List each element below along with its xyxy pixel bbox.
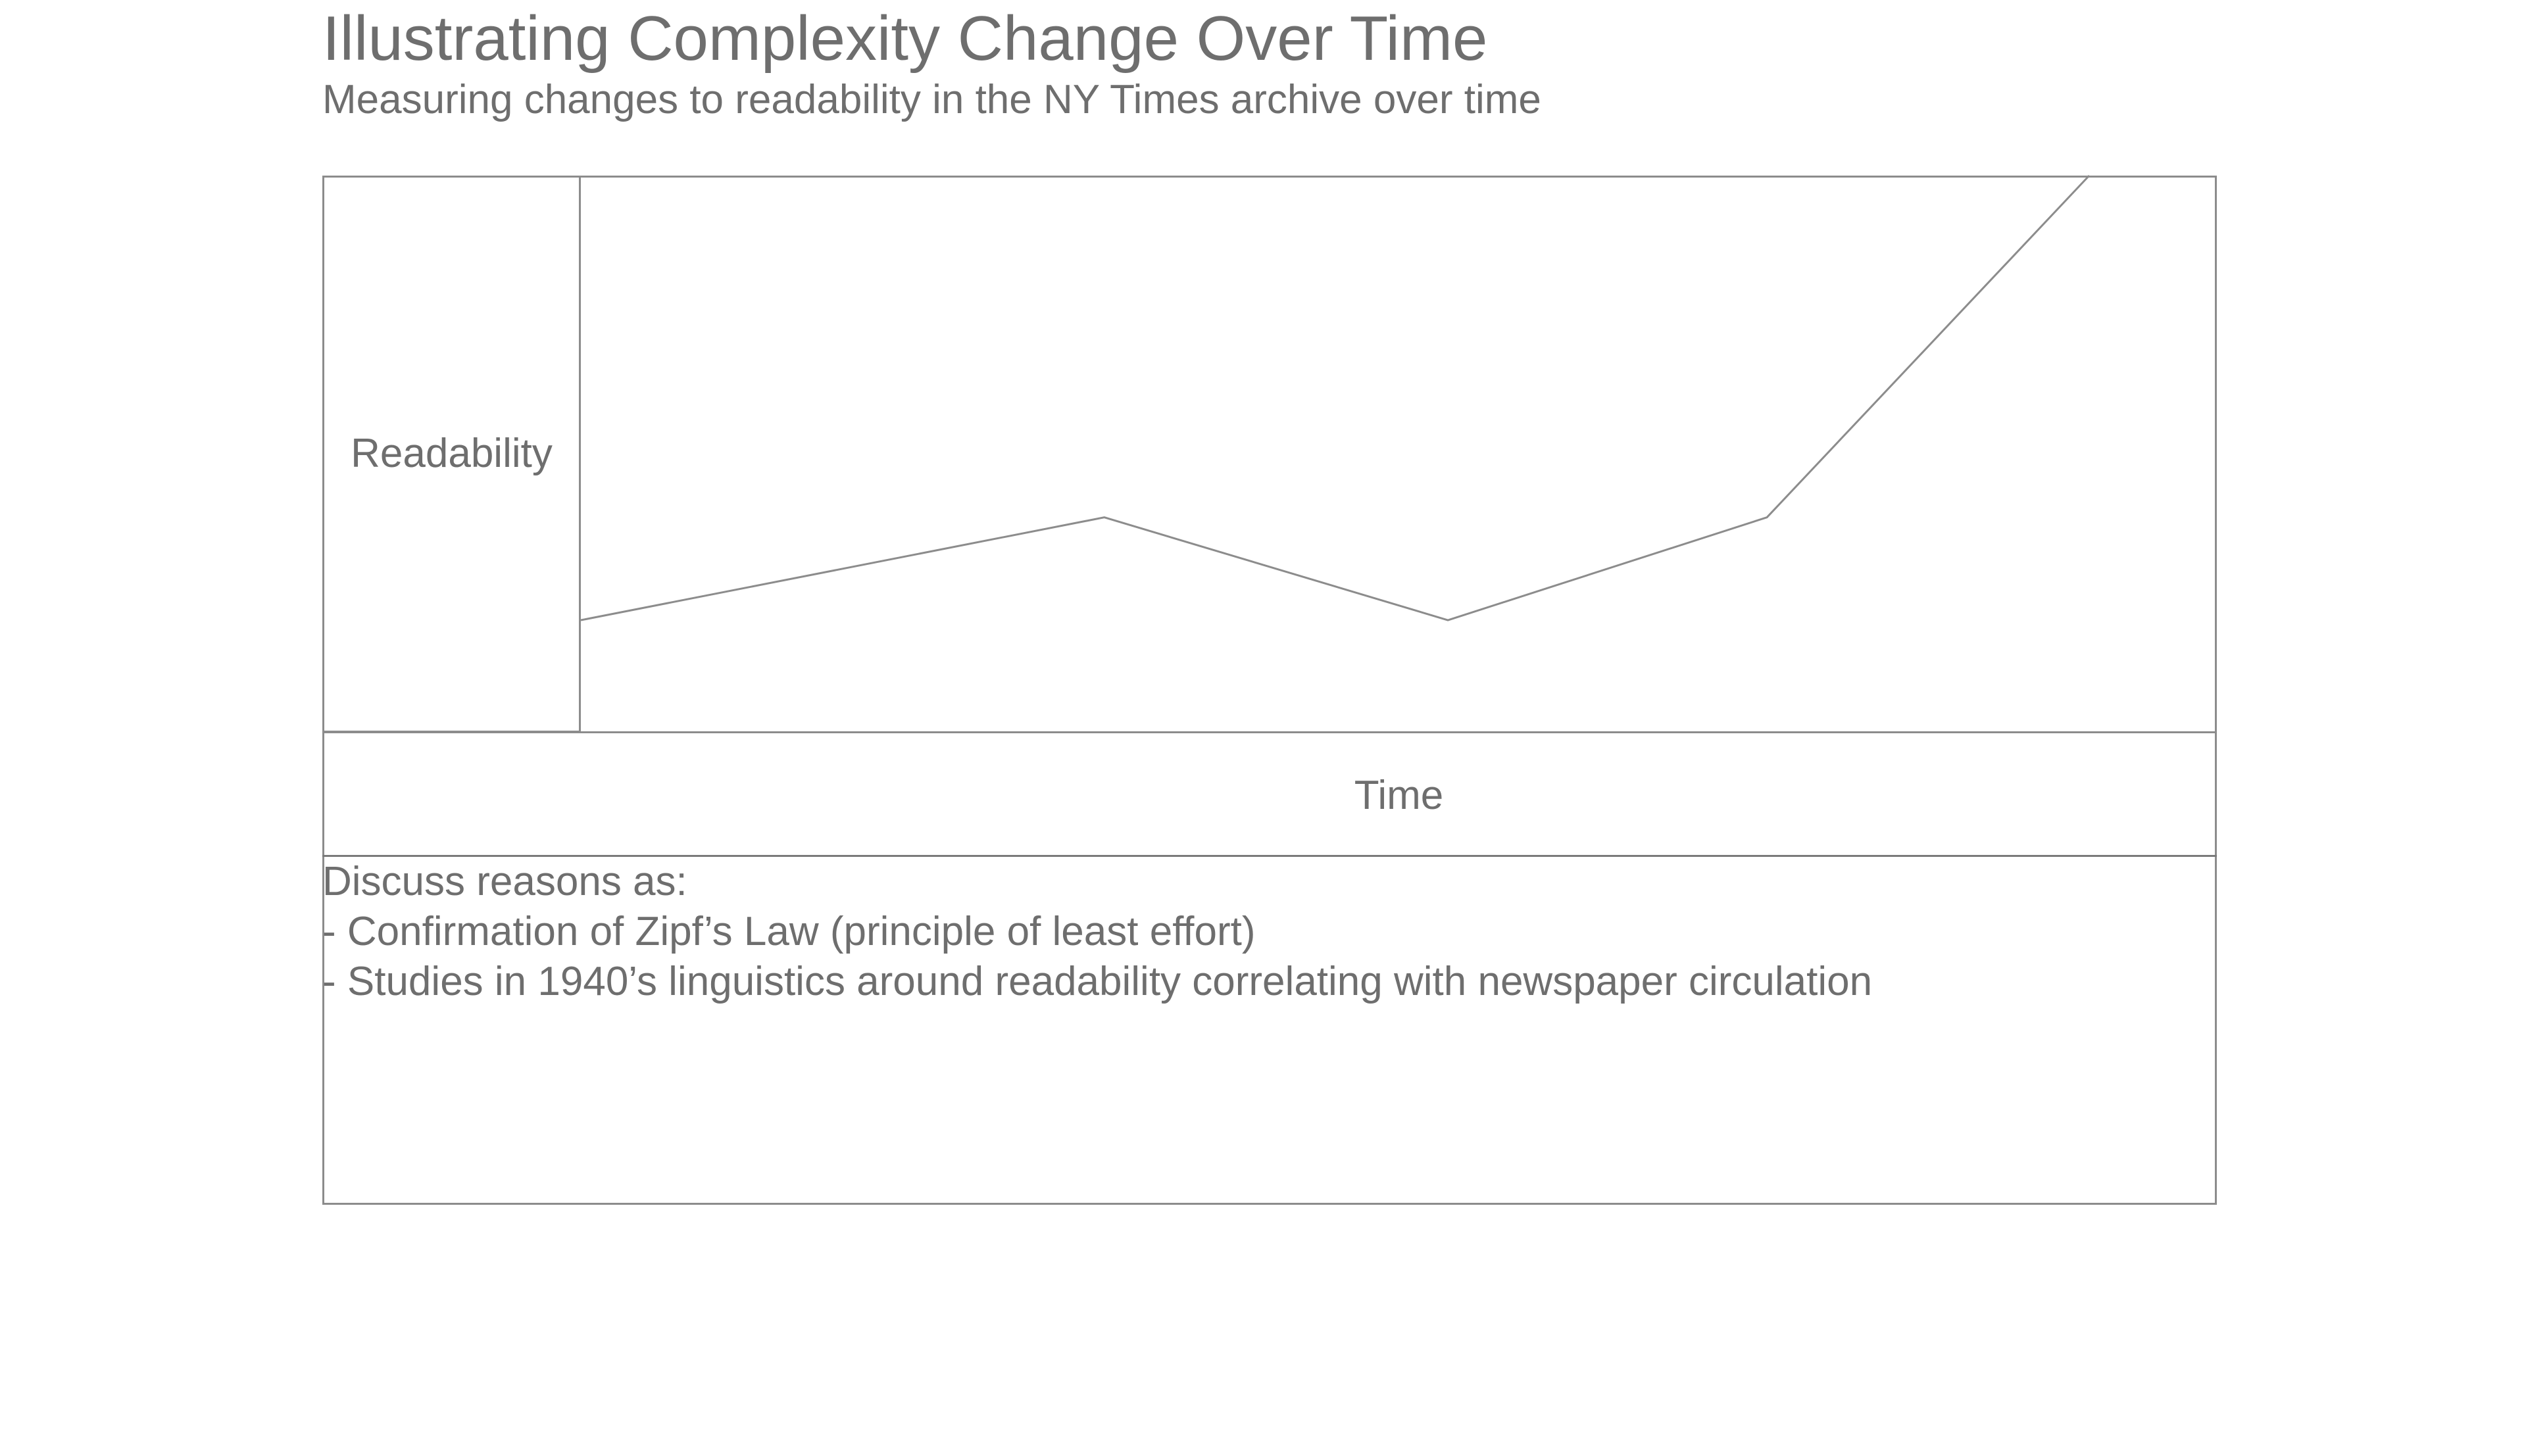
notes-heading: Discuss reasons as: [322, 859, 687, 904]
y-axis-label: Readability [351, 431, 553, 476]
x-axis-label: Time [1354, 773, 1444, 818]
notes-panel: Discuss reasons as: - Confirmation of Zi… [322, 857, 1872, 1007]
chart-title: Illustrating Complexity Change Over Time [322, 3, 1488, 74]
chart-subtitle: Measuring changes to readability in the … [322, 77, 1541, 122]
notes-item-zipf: - Confirmation of Zipf’s Law (principle … [322, 909, 1256, 954]
notes-divider [322, 855, 2217, 857]
x-axis-divider [322, 731, 2217, 733]
notes-item-studies: - Studies in 1940’s linguistics around r… [322, 959, 1873, 1004]
diagram-frame [322, 176, 2217, 1205]
